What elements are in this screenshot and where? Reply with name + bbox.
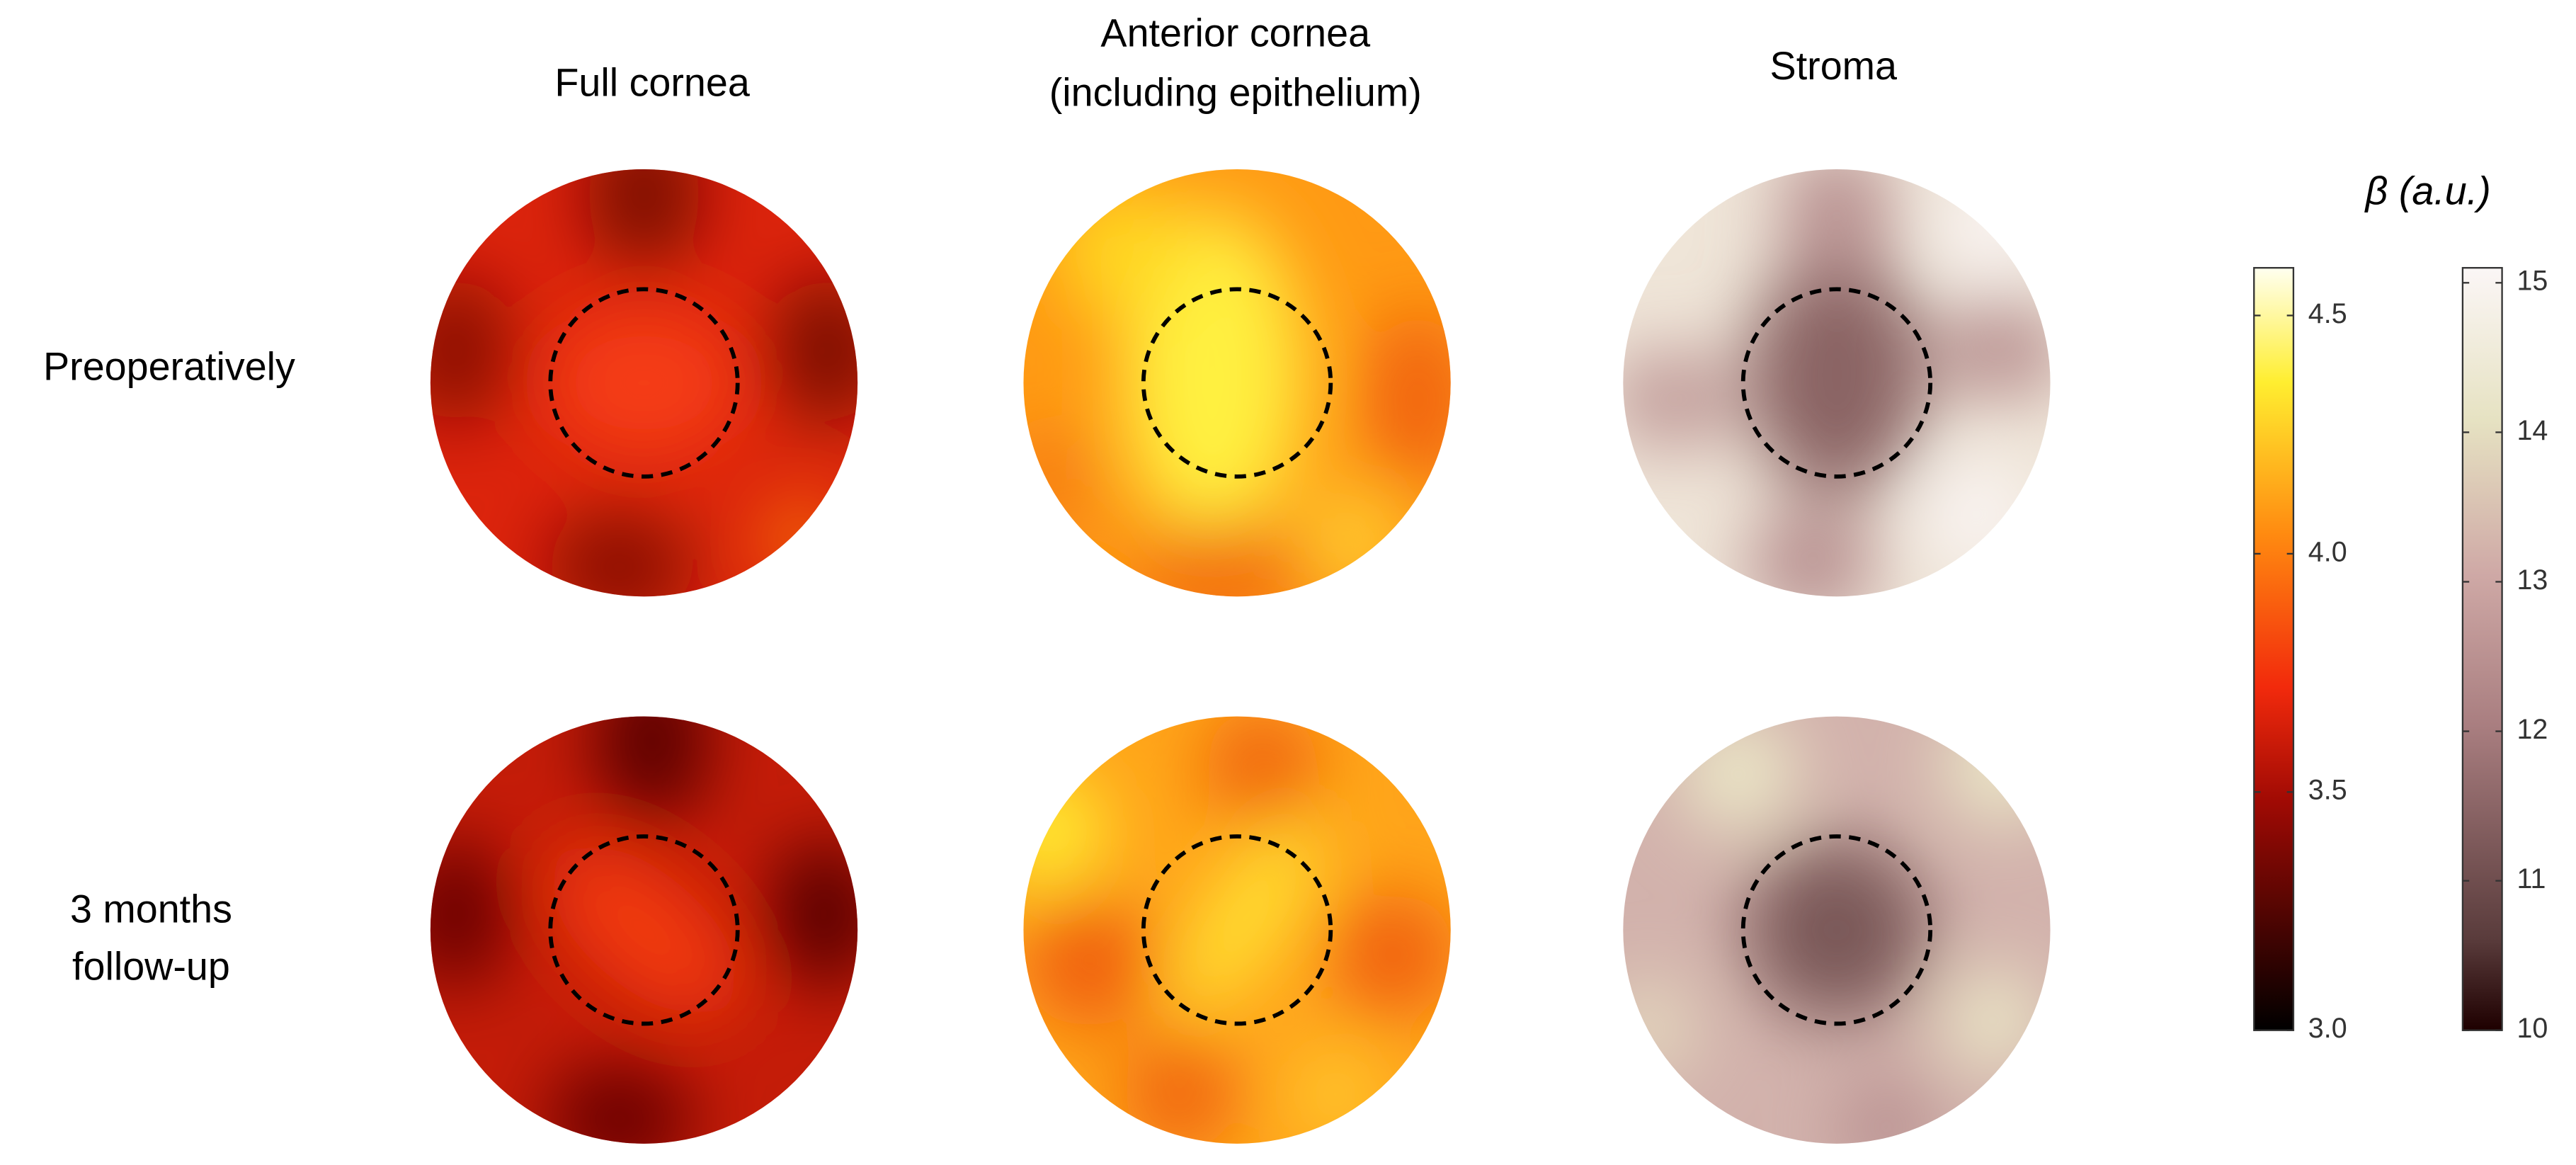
tick-label: 14 [2517,415,2548,446]
column-title: Full cornea [554,60,749,104]
tick-label: 4.5 [2308,298,2347,329]
colorbar [2461,267,2503,1031]
colorbar-title: β (a.u.) [2364,169,2491,212]
colorbar [2253,267,2295,1031]
map [1623,169,2051,597]
row-label: follow-up [72,945,230,989]
map [1023,716,1451,1144]
column-title: (including epithelium) [1049,70,1422,114]
map [430,169,858,597]
row-label: 3 months [70,887,232,931]
tick-label: 3.5 [2308,775,2347,806]
tick-label: 3.0 [2308,1013,2347,1044]
tick-label: 11 [2517,863,2546,894]
tick-label: 10 [2517,1013,2548,1044]
tick-label: 13 [2517,564,2548,596]
row-label: Preoperatively [43,345,295,389]
tick-label: 15 [2517,266,2548,297]
map [1023,169,1451,597]
map [430,716,858,1144]
column-title: Anterior cornea [1100,11,1370,55]
column-title: Stroma [1770,44,1897,88]
tick-label: 4.0 [2308,536,2347,567]
tick-label: 12 [2517,714,2548,745]
map [1623,716,2051,1144]
